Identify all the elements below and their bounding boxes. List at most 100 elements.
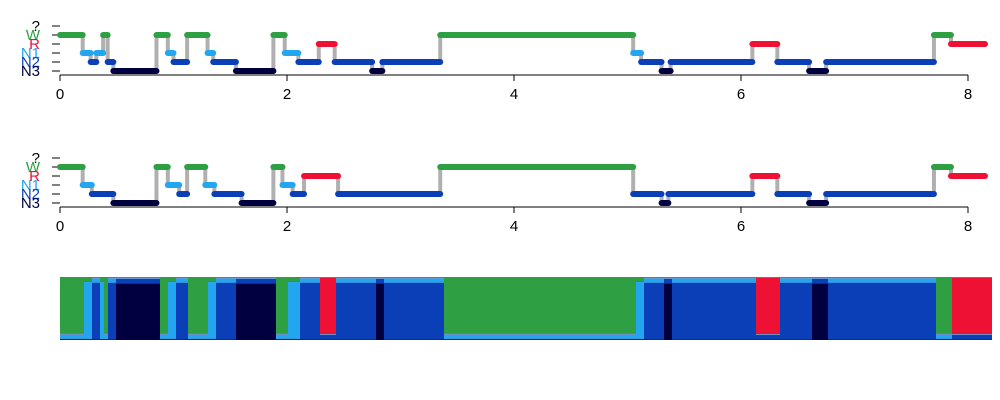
prob-band-r: [612, 333, 616, 335]
prob-band-w: [348, 277, 352, 278]
prob-band-n3: [824, 283, 828, 340]
prob-band-w: [884, 277, 888, 278]
prob-band-n2: [264, 278, 268, 284]
prob-band-n2: [892, 282, 896, 340]
prob-band-n1: [976, 334, 980, 335]
prob-band-n1: [312, 278, 316, 283]
prob-band-r: [196, 333, 200, 335]
prob-band-r: [596, 333, 600, 335]
prob-band-n3: [88, 339, 92, 340]
prob-band-r: [888, 277, 892, 279]
prob-band-n2: [948, 338, 952, 340]
prob-band-n2: [808, 282, 812, 340]
prob-band-w: [692, 277, 696, 278]
prob-band-w: [716, 277, 720, 278]
prob-band-n1: [308, 278, 312, 283]
prob-band-n1: [984, 334, 988, 335]
prob-band-w: [172, 277, 176, 282]
prob-band-w: [856, 277, 860, 278]
prob-band-w: [88, 277, 92, 282]
prob-band-w: [828, 277, 832, 278]
prob-band-n1: [296, 282, 300, 339]
prob-band-w: [428, 277, 432, 278]
prob-band-n2: [748, 282, 752, 340]
prob-band-n1: [532, 334, 536, 339]
prob-band-n2: [160, 338, 164, 340]
prob-band-w: [964, 277, 968, 278]
prob-band-n1: [756, 334, 760, 335]
prob-band-n2: [356, 282, 360, 340]
prob-band-n2: [628, 338, 632, 340]
prob-band-n1: [392, 278, 396, 283]
prob-band-r: [748, 277, 752, 279]
prob-band-w: [688, 277, 692, 278]
prob-band-n3: [812, 283, 816, 340]
prob-band-w: [732, 277, 736, 278]
prob-band-r: [788, 277, 792, 279]
prob-band-n2: [92, 282, 96, 340]
prob-band-r: [540, 333, 544, 335]
prob-band-n1: [108, 278, 112, 283]
prob-band-n3: [344, 339, 348, 340]
prob-band-n2: [536, 338, 540, 340]
prob-band-w: [400, 277, 404, 278]
prob-band-w: [304, 277, 308, 278]
prob-band-w: [128, 277, 132, 278]
prob-band-n3: [968, 339, 972, 340]
prob-band-n2: [652, 282, 656, 340]
prob-band-n2: [820, 278, 824, 284]
prob-band-w: [464, 277, 468, 334]
prob-band-n3: [144, 283, 148, 340]
prob-band-r: [432, 277, 436, 279]
x-tick-label: 6: [737, 86, 745, 103]
prob-band-r: [484, 333, 488, 335]
prob-band-w: [620, 277, 624, 334]
prob-band-n2: [340, 282, 344, 340]
prob-band-n3: [328, 339, 332, 340]
prob-band-n1: [752, 278, 756, 283]
prob-band-w: [768, 277, 772, 278]
prob-band-n1: [720, 278, 724, 283]
prob-band-r: [156, 277, 160, 279]
prob-band-n1: [892, 278, 896, 283]
prob-band-n1: [140, 278, 144, 279]
prob-band-w: [876, 277, 880, 278]
prob-band-n3: [460, 339, 464, 340]
prob-band-n2: [972, 334, 976, 340]
prob-band-r: [68, 333, 72, 335]
prob-band-n3: [608, 339, 612, 340]
prob-band-n3: [520, 339, 524, 340]
prob-band-w: [116, 277, 120, 278]
prob-band-n2: [188, 338, 192, 340]
prob-band-n1: [304, 278, 308, 283]
prob-band-r: [816, 277, 820, 279]
prob-band-n3: [100, 339, 104, 340]
prob-band-n2: [564, 338, 568, 340]
prob-band-n3: [768, 339, 772, 340]
prob-band-w: [800, 277, 804, 278]
prob-band-n2: [864, 282, 868, 340]
prob-band-w: [636, 277, 640, 282]
prob-band-w: [396, 277, 400, 278]
prob-band-n1: [684, 278, 688, 283]
prob-band-w: [756, 277, 760, 278]
prob-band-w: [764, 277, 768, 278]
prob-band-r: [124, 277, 128, 279]
prob-band-n2: [836, 282, 840, 340]
prob-band-r: [716, 277, 720, 279]
prob-band-r: [924, 277, 928, 279]
prob-band-n2: [212, 338, 216, 340]
prob-band-n1: [476, 334, 480, 339]
prob-band-r: [820, 277, 824, 279]
prob-band-r: [916, 277, 920, 279]
prob-band-w: [572, 277, 576, 334]
prob-band-w: [820, 277, 824, 278]
prob-band-n3: [132, 283, 136, 340]
prob-band-n2: [372, 282, 376, 340]
prob-band-n1: [600, 334, 604, 339]
prob-band-r: [284, 333, 288, 335]
prob-band-w: [488, 277, 492, 334]
prob-band-n3: [72, 339, 76, 340]
prob-band-n2: [352, 282, 356, 340]
prob-band-w: [540, 277, 544, 334]
